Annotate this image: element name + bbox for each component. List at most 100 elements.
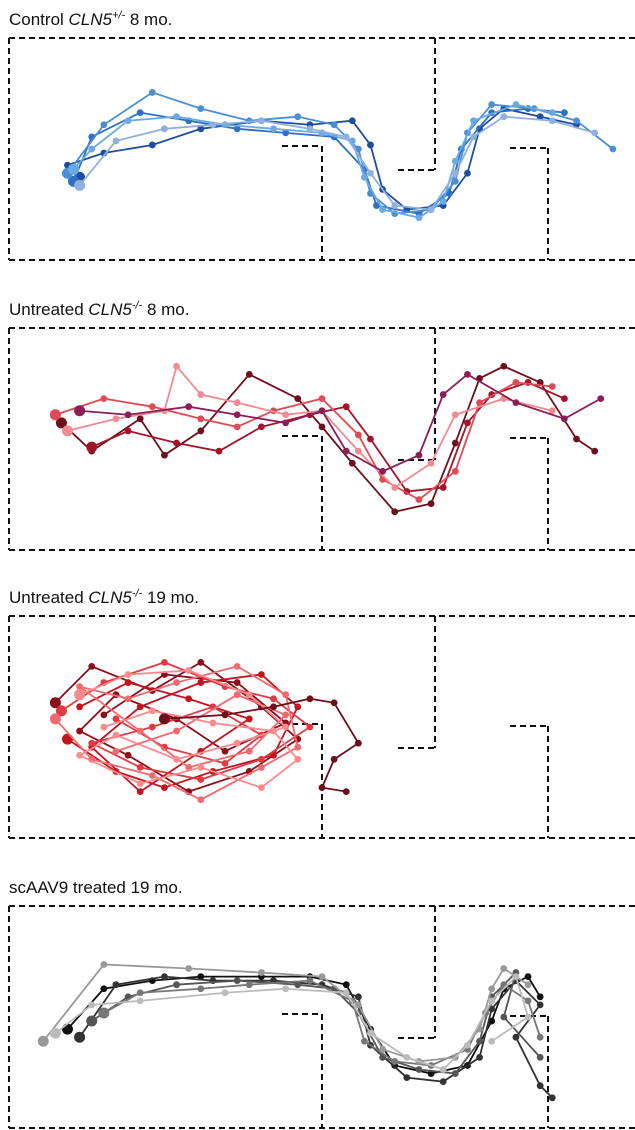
trajectory-point — [282, 411, 290, 419]
trajectory-point — [391, 1058, 399, 1065]
trajectory-point — [561, 395, 568, 402]
trajectory-point — [524, 997, 532, 1005]
trajectory-point — [233, 663, 241, 670]
trajectory-point — [112, 747, 120, 755]
trajectory-point — [112, 137, 120, 145]
trajectory-point — [124, 427, 132, 435]
trajectory-point — [379, 1054, 386, 1061]
trajectory-point — [367, 169, 374, 177]
trajectory-point — [342, 989, 350, 997]
trajectory-point — [476, 1054, 483, 1061]
trajectory-point — [197, 125, 205, 133]
maze-arena — [8, 37, 635, 261]
trajectory-point — [68, 163, 80, 175]
trajectory-point — [124, 751, 132, 759]
trajectory-point — [173, 113, 180, 121]
trajectory-point — [427, 206, 435, 214]
trajectory-line — [55, 381, 553, 501]
trajectory-point — [488, 997, 496, 1005]
trajectory-point — [294, 743, 302, 751]
trajectory-point — [245, 715, 253, 723]
trajectory-line — [91, 969, 541, 1075]
trajectory-point — [112, 731, 120, 739]
trajectory-point — [245, 691, 253, 699]
trajectory-point — [330, 699, 338, 707]
trajectory-point — [148, 772, 156, 779]
trajectory-point — [76, 727, 83, 735]
trajectory-point — [548, 383, 556, 390]
trajectory-point — [488, 1037, 496, 1045]
trajectory-point — [185, 965, 193, 972]
trajectory-point — [282, 711, 290, 719]
trajectory-point — [391, 484, 399, 491]
trajectory-point — [270, 695, 277, 703]
trajectory-point — [124, 679, 132, 686]
trajectory-point — [318, 395, 326, 402]
title-gene: CLN5 — [68, 10, 112, 29]
trajectory-point — [318, 423, 326, 431]
trajectory-point — [354, 993, 362, 1001]
trajectory-point — [112, 715, 120, 723]
trajectory-line — [42, 963, 529, 1063]
trajectory-point — [330, 121, 338, 129]
trajectory-point — [161, 451, 168, 459]
trajectory-point — [367, 435, 374, 443]
trajectory-point — [464, 370, 471, 378]
trajectory-point — [306, 723, 314, 731]
trajectory-point — [348, 459, 356, 467]
trajectory-point — [294, 395, 302, 402]
trajectory-point — [561, 415, 568, 423]
trajectory-point — [500, 113, 508, 121]
trajectory-point — [258, 671, 265, 678]
title-prefix: Untreated — [9, 300, 89, 319]
trajectory-point — [391, 508, 399, 516]
trajectory-point — [439, 1078, 447, 1086]
trajectory-point — [124, 695, 132, 703]
trajectory-point — [136, 780, 144, 787]
trajectory-point — [451, 157, 459, 165]
trajectory-point — [245, 747, 253, 755]
trajectory-point — [282, 691, 290, 699]
trajectory-point — [173, 981, 180, 989]
trajectory-point — [197, 973, 205, 980]
trajectory-point — [524, 973, 532, 980]
trajectory-point — [74, 1031, 86, 1043]
trajectory-point — [76, 751, 83, 759]
trajectory-point — [476, 1037, 483, 1045]
trajectory-point — [124, 671, 132, 678]
trajectory-point — [512, 1033, 520, 1041]
trajectory-point — [439, 198, 447, 205]
trajectory-point — [536, 1033, 544, 1041]
trajectory-point — [548, 117, 556, 125]
trajectory-point — [470, 117, 477, 125]
trajectory-point — [548, 407, 556, 415]
title-gene: CLN5 — [88, 300, 132, 319]
trajectory-point — [476, 399, 483, 407]
trajectory-point — [342, 981, 350, 989]
trajectory-point — [86, 1015, 98, 1027]
trajectory-point — [221, 759, 229, 767]
trajectory-point — [245, 981, 253, 989]
trajectory-point — [112, 415, 120, 423]
trajectory-point — [76, 683, 83, 690]
trajectory-point — [591, 129, 599, 137]
trajectory-point — [361, 1037, 368, 1045]
trajectory-point — [464, 169, 471, 177]
trajectory-line — [67, 364, 553, 489]
trajectory-point — [74, 405, 86, 417]
trajectory-point — [464, 1041, 471, 1049]
trajectory-point — [49, 409, 61, 421]
trajectory-point — [233, 399, 241, 407]
trajectory-point — [49, 713, 61, 725]
trajectory-point — [403, 1074, 411, 1081]
trajectory-point — [233, 679, 241, 686]
trajectory-point — [512, 399, 520, 407]
trajectory-point — [258, 969, 265, 976]
panel-title: Untreated CLN5-/- 19 mo. — [9, 588, 199, 608]
trajectory-point — [451, 467, 459, 475]
trajectory-point — [136, 989, 144, 997]
trajectory-line — [79, 373, 602, 473]
trajectory-line — [91, 381, 565, 493]
trajectory-point — [86, 441, 98, 453]
trajectory-point — [173, 439, 180, 447]
